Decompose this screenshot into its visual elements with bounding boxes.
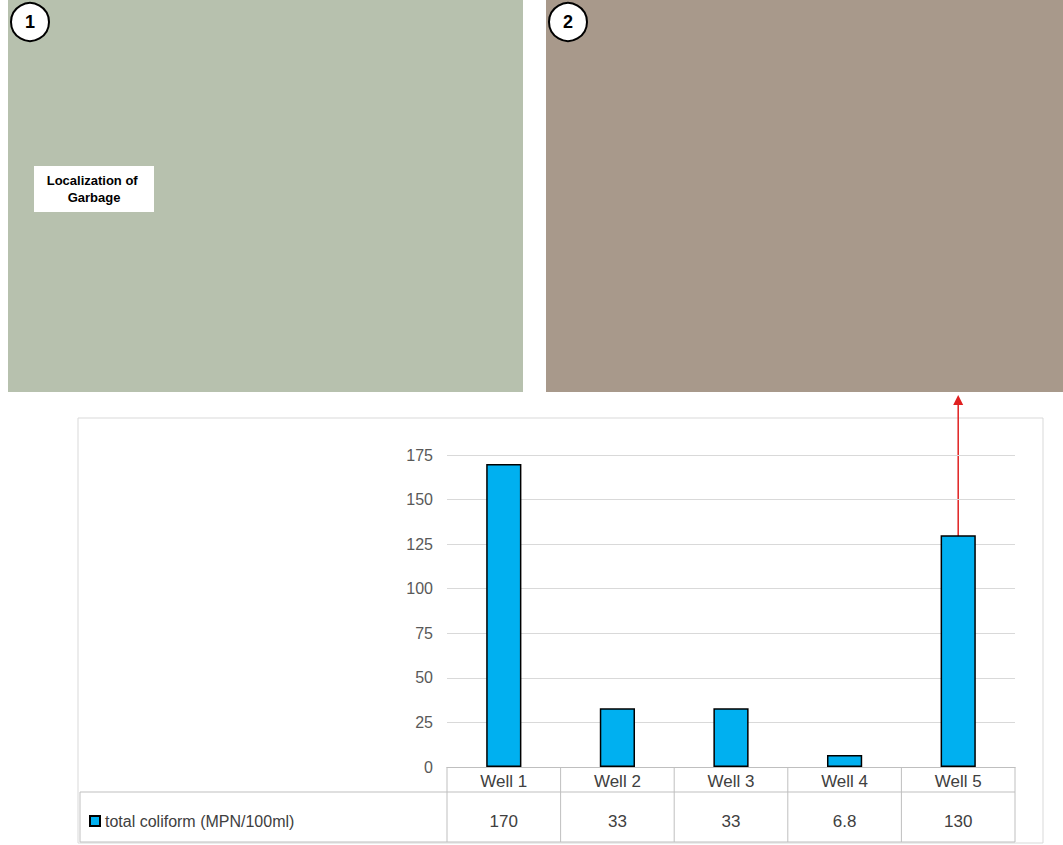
svg-text:6.8: 6.8 <box>833 812 857 831</box>
svg-text:Well 2: Well 2 <box>594 772 641 791</box>
svg-text:75: 75 <box>415 625 433 642</box>
svg-text:Localization of: Localization of <box>47 173 142 188</box>
svg-text:1: 1 <box>25 12 35 32</box>
svg-text:175: 175 <box>406 447 433 464</box>
svg-text:130: 130 <box>944 812 972 831</box>
svg-text:2: 2 <box>563 12 573 32</box>
svg-text:Well 1: Well 1 <box>480 772 527 791</box>
svg-text:Well 3: Well 3 <box>708 772 755 791</box>
svg-text:150: 150 <box>406 491 433 508</box>
svg-text:125: 125 <box>406 536 433 553</box>
svg-text:total coliform (MPN/100ml): total coliform (MPN/100ml) <box>105 813 294 830</box>
svg-text:Well 4: Well 4 <box>821 772 868 791</box>
svg-text:0: 0 <box>424 759 433 776</box>
svg-text:Well 5: Well 5 <box>935 772 982 791</box>
svg-text:100: 100 <box>406 580 433 597</box>
svg-text:33: 33 <box>722 812 741 831</box>
svg-text:33: 33 <box>608 812 627 831</box>
svg-text:25: 25 <box>415 714 433 731</box>
svg-text:50: 50 <box>415 669 433 686</box>
svg-text:Garbage: Garbage <box>68 190 121 205</box>
svg-text:170: 170 <box>490 812 518 831</box>
